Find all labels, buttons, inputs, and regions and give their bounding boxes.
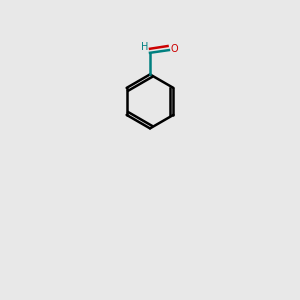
- Text: O: O: [170, 44, 178, 54]
- Text: H: H: [141, 42, 148, 52]
